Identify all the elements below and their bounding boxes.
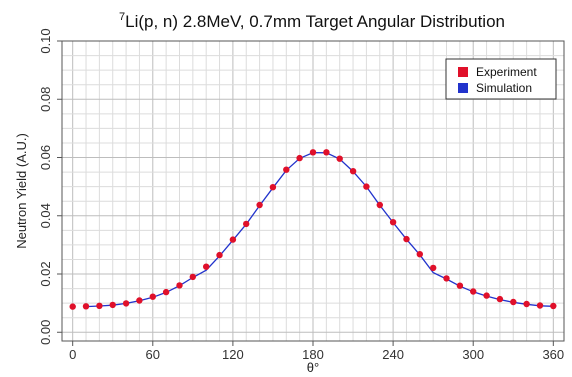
experiment-point [82,303,90,310]
experiment-point [149,293,156,300]
experiment-point [550,302,557,310]
chart-title: 7Li(p, n) 2.8MeV, 0.7mm Target Angular D… [119,11,505,31]
y-tick-label: 0.02 [38,261,53,286]
experiment-point [430,264,437,272]
experiment-point [296,154,303,162]
experiment-point [349,168,357,175]
experiment-point [309,149,317,156]
title-main: Li(p, n) 2.8MeV, 0.7mm Target Angular Di… [125,12,505,31]
legend-swatch-simulation [458,83,468,93]
experiment-point [443,275,450,282]
experiment-point [136,297,143,304]
experiment-point [523,300,530,308]
legend-swatch-experiment [458,67,468,77]
experiment-point [109,301,116,309]
experiment-point [456,282,464,289]
experiment-point [189,273,196,281]
y-tick-label: 0.06 [38,145,53,170]
experiment-point [363,183,370,190]
experiment-point [376,201,383,209]
legend: Experiment Simulation [445,58,557,100]
experiment-point [510,298,517,306]
experiment-point [216,251,223,259]
x-tick-label: 120 [222,347,244,362]
x-axis-label: θ° [307,360,319,375]
series-layer [69,149,557,310]
experiment-point [336,155,343,162]
experiment-point [536,302,544,309]
legend-label-simulation: Simulation [476,81,532,95]
x-tick-label: 300 [462,347,484,362]
experiment-point [256,201,263,209]
x-tick-label: 240 [382,347,404,362]
experiment-point [389,219,397,226]
y-tick-label: 0.00 [38,320,53,345]
experiment-point [323,149,330,156]
experiment-point [403,235,410,243]
x-tick-label: 180 [302,347,324,362]
y-axis-label: Neutron Yield (A.U.) [14,133,29,249]
experiment-point [470,288,477,295]
y-tick-label: 0.04 [38,203,53,228]
x-tick-label: 0 [69,347,76,362]
experiment-point [122,300,130,307]
x-tick-label: 60 [146,347,160,362]
experiment-point [229,236,237,243]
experiment-point [243,220,250,228]
title-superscript: 7 [119,11,125,23]
experiment-point [496,295,504,303]
y-tick-label: 0.08 [38,87,53,112]
legend-label-experiment: Experiment [476,65,537,79]
y-axis-ticks: 0.00 0.02 0.04 0.06 0.08 0.10 [38,28,62,345]
experiment-point [176,282,183,289]
experiment-point [162,288,170,296]
experiment-point [96,302,103,309]
experiment-point [69,303,76,310]
x-tick-label: 360 [542,347,564,362]
x-axis-ticks: 0 60 120 180 240 300 360 [69,341,564,362]
experiment-point [416,251,423,258]
experiment-point [283,166,290,173]
y-tick-label: 0.10 [38,28,53,53]
experiment-point [203,263,210,270]
experiment-point [483,292,490,299]
experiment-point [269,184,277,191]
